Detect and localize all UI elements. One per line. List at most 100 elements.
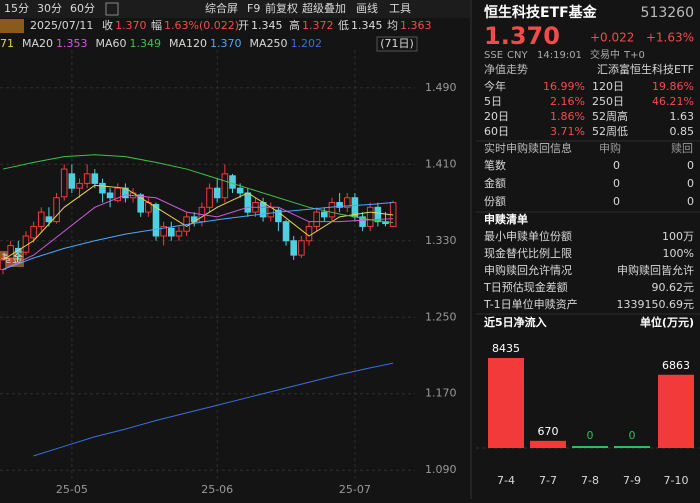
toolbar-item[interactable]: 工具 <box>389 2 411 15</box>
toolbar-item[interactable]: 15分 <box>4 2 29 15</box>
x-tick-label: 7-9 <box>623 474 641 487</box>
value: 1.363 <box>400 19 432 32</box>
value: 1.63%(0.022) <box>164 19 239 32</box>
candle-body <box>106 192 114 199</box>
x-tick-label: 25-06 <box>201 483 233 496</box>
candle-body <box>137 194 144 213</box>
row-value: 19.86% <box>652 80 694 93</box>
row-value: 0 <box>613 195 620 208</box>
row-value: 3.71% <box>550 125 585 138</box>
candle-body <box>152 203 160 237</box>
candle-body <box>221 173 229 199</box>
x-tick-label: 25-07 <box>339 483 371 496</box>
toolbar-item[interactable]: 综合屏 <box>205 1 238 15</box>
section-title: 申赎清单 <box>484 212 528 226</box>
candle-body <box>359 216 366 227</box>
row-label: 今年 <box>484 79 506 93</box>
x-tick-label: 7-7 <box>539 474 557 487</box>
candle-body <box>114 187 122 202</box>
fund-company: 汇添富恒生科技ETF <box>597 62 694 76</box>
date: 2025/07/11 <box>30 19 93 32</box>
range-box[interactable] <box>376 36 418 52</box>
candle-body <box>30 225 37 239</box>
status: T+0 <box>623 50 645 61</box>
row-value: 0 <box>613 159 620 172</box>
bar <box>530 440 566 448</box>
value: 1.345 <box>351 19 383 32</box>
legend-value: 71 <box>0 37 14 50</box>
row-label: 52周高 <box>592 109 628 123</box>
value: 1.372 <box>302 19 334 32</box>
row-value: 0 <box>687 195 694 208</box>
row-value: 0 <box>687 177 694 190</box>
candle-body <box>53 197 60 223</box>
bar <box>572 446 608 448</box>
row-value: 0 <box>687 159 694 172</box>
section-title: 近5日净流入 <box>484 315 547 329</box>
row-value: 100% <box>663 247 694 260</box>
row-value: 1.86% <box>550 110 585 123</box>
row-label: 52周低 <box>592 125 628 138</box>
toolbar-item[interactable]: 画线 <box>356 1 378 15</box>
row-label: 笔数 <box>484 158 506 172</box>
value: 1.345 <box>251 19 283 32</box>
row-label: 金额 <box>484 176 506 190</box>
toolbar-item[interactable]: F9 <box>247 2 260 15</box>
value-label: 0 <box>587 429 594 442</box>
toolbar-item[interactable]: 30分 <box>37 2 62 15</box>
ma-line <box>33 362 394 457</box>
fund-name: 恒生科技ETF基金 <box>484 4 598 21</box>
y-tick-label: 1.410 <box>425 157 457 170</box>
range-label[interactable]: (71日) <box>380 37 414 50</box>
col-head: 申购 <box>599 141 621 155</box>
icon[interactable] <box>105 2 119 16</box>
ma-line <box>2 154 394 224</box>
row-value: 1339150.69元 <box>617 298 694 311</box>
change-pct: +1.63% <box>646 31 694 45</box>
candle-body <box>313 211 320 227</box>
candle-body <box>282 221 290 242</box>
section-title: 实时申购赎回信息 <box>484 141 572 155</box>
candle-body <box>305 225 313 242</box>
row-value: 申购赎回皆允许 <box>617 263 694 277</box>
row-label: 250日 <box>592 95 624 108</box>
toolbar-item[interactable]: 超级叠加 <box>302 1 346 15</box>
candle-body <box>229 175 236 189</box>
legend-name: MA60 <box>96 37 127 50</box>
ma-line <box>2 194 394 270</box>
status: 交易中 <box>590 48 620 61</box>
row-label: 5日 <box>484 95 502 108</box>
candle-body <box>68 173 76 189</box>
candle-body <box>175 230 183 237</box>
row-value: 100万 <box>662 230 694 243</box>
bar <box>488 358 524 448</box>
candle-body <box>45 216 53 223</box>
candle-body <box>298 240 305 256</box>
section-title: 净值走势 <box>484 62 528 76</box>
label: 高 <box>289 18 300 32</box>
candle-body <box>83 173 91 184</box>
row-label: 最小申赎单位份额 <box>484 229 572 243</box>
x-tick-label: 7-10 <box>664 474 689 487</box>
candle-body <box>37 211 45 227</box>
candle-body <box>213 187 221 199</box>
y-tick-label: 1.250 <box>425 310 457 323</box>
label: 开 <box>238 19 249 32</box>
legend-name: MA250 <box>250 37 288 50</box>
toolbar-item[interactable]: 前复权 <box>265 1 298 15</box>
candle-body <box>343 197 351 208</box>
candle-body <box>168 227 175 237</box>
legend-value: 1.349 <box>130 37 162 50</box>
candle-body <box>328 202 336 218</box>
price: 1.370 <box>484 22 560 50</box>
row-value: 46.21% <box>652 95 694 108</box>
value-label: 0 <box>629 429 636 442</box>
ma-line <box>2 184 394 261</box>
quote-panel: 恒生科技ETF基金 513260 1.370 +0.022 +1.63% 净值走… <box>484 4 694 329</box>
candle-body <box>99 182 106 194</box>
row-value: 90.62元 <box>652 281 695 294</box>
y-tick-label: 1.170 <box>425 387 457 400</box>
toolbar-item[interactable]: 60分 <box>70 2 95 15</box>
candle-body <box>336 202 343 208</box>
